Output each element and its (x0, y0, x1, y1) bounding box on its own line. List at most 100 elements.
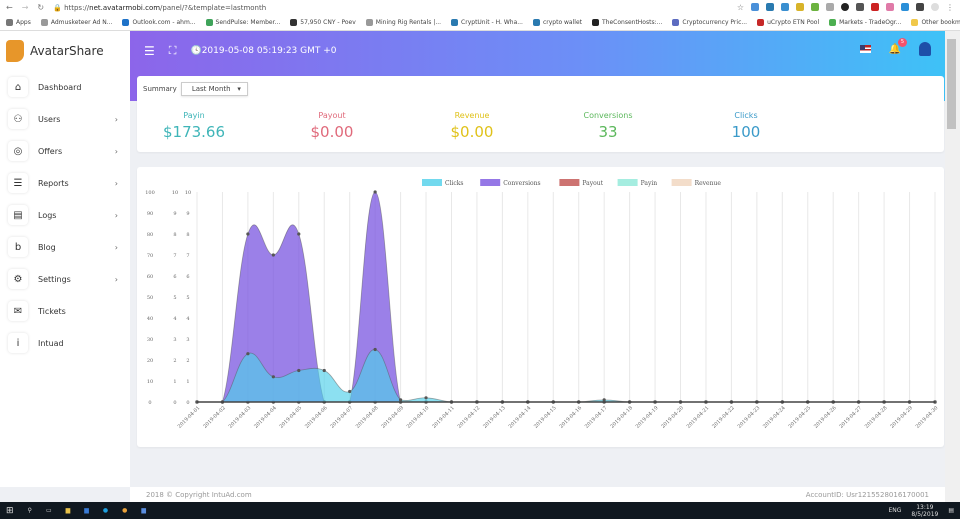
y-tick-label: 90 (147, 211, 153, 217)
legend-label[interactable]: Payout (582, 180, 603, 187)
bookmark-item[interactable]: uCrypto ETN Pool (757, 19, 819, 26)
y-tick-label: 70 (147, 253, 153, 259)
x-tick-label: 2019-04-05 (279, 405, 304, 430)
extension-icon[interactable] (826, 3, 834, 11)
legend-swatch[interactable] (617, 179, 638, 186)
bookmark-item[interactable]: Cryptocurrency Pric... (672, 19, 747, 26)
sidebar-item-offers[interactable]: ◎ Offers › (0, 135, 130, 167)
bookmark-item[interactable]: 57,950 CNY - Poev (290, 19, 356, 26)
x-tick-label: 2019-04-30 (915, 405, 940, 430)
bookmark-item[interactable]: Apps (6, 19, 31, 26)
hamburger-menu-icon[interactable]: ☰ (144, 44, 155, 58)
sidebar-item-users[interactable]: ⚇ Users › (0, 103, 130, 135)
bookmark-item[interactable]: Outlook.com - ahm... (122, 19, 196, 26)
extension-icon[interactable] (811, 3, 819, 11)
chevron-right-icon: › (114, 210, 118, 220)
bookmark-item[interactable]: SendPulse: Member... (205, 19, 280, 26)
extension-icon[interactable] (856, 3, 864, 11)
legend-label[interactable]: Conversions (503, 180, 540, 187)
fullscreen-icon[interactable]: ⛶ (168, 44, 177, 57)
user-avatar-icon[interactable] (919, 42, 931, 56)
sidebar-item-dashboard[interactable]: ⌂ Dashboard (0, 71, 130, 103)
footer: 2018 © Copyright IntuAd.com AccountID: U… (130, 487, 945, 502)
extension-icon[interactable] (886, 3, 894, 11)
sidebar-item-logs[interactable]: ▤ Logs › (0, 199, 130, 231)
sidebar-item-tickets[interactable]: ✉ Tickets (0, 295, 130, 327)
url-field[interactable]: 🔒 https://net.avatarmobi.com/panel/?&tem… (53, 3, 267, 12)
legend-swatch[interactable] (559, 179, 580, 186)
extension-icon[interactable] (916, 3, 924, 11)
notification-center-icon[interactable]: ▤ (948, 507, 954, 514)
x-tick-label: 2019-04-23 (737, 405, 762, 430)
reload-icon[interactable]: ↻ (37, 3, 45, 12)
stat-value: $0.00 (450, 123, 494, 141)
search-icon[interactable]: ⚲ (27, 507, 32, 514)
extension-icon[interactable] (901, 3, 909, 11)
dashboard-icon: ⌂ (8, 77, 28, 97)
stat-payin: Payin $173.66 (139, 111, 249, 141)
menu-kebab-icon[interactable]: ⋮ (946, 3, 954, 12)
task-view-icon[interactable]: ▭ (45, 507, 52, 514)
bookmark-item[interactable]: crypto wallet (532, 19, 582, 26)
extension-icon[interactable] (766, 3, 774, 11)
legend-swatch[interactable] (480, 179, 501, 186)
sidebar-item-blog[interactable]: b Blog › (0, 231, 130, 263)
stat-value: 33 (598, 123, 618, 141)
skype-icon[interactable]: ● (102, 507, 109, 514)
stat-revenue: Revenue $0.00 (417, 111, 527, 141)
clock[interactable]: 13:19 8/5/2019 (911, 504, 938, 518)
data-point (271, 375, 275, 379)
extension-icon[interactable] (871, 3, 879, 11)
back-icon[interactable]: ← (6, 3, 13, 12)
y-tick-label: 5 (173, 295, 176, 301)
stat-label: Payin (183, 111, 205, 120)
y-tick-label: 3 (186, 337, 189, 343)
chevron-right-icon: › (114, 242, 118, 252)
copyright-text: 2018 © Copyright IntuAd.com (146, 490, 252, 499)
y-tick-label: 9 (173, 211, 176, 217)
area-chart: 2019-04-01 2019-04-02 2019-04-03 2019-04-04… (145, 179, 940, 430)
y-tick-label: 100 (145, 190, 155, 196)
legend-label[interactable]: Clicks (445, 180, 464, 187)
file-explorer-icon[interactable]: ▆ (65, 507, 71, 514)
chrome-icon[interactable]: ● (122, 507, 128, 514)
y-tick-label: 7 (173, 253, 176, 259)
bookmark-item[interactable]: TheConsentHosts:... (592, 19, 662, 26)
profile-icon[interactable] (931, 3, 939, 11)
legend-swatch[interactable] (671, 179, 692, 186)
legend-label[interactable]: Revenue (695, 180, 722, 187)
language-indicator[interactable]: ENG (888, 507, 902, 514)
x-tick-label: 2019-04-11 (431, 405, 456, 430)
extension-icon[interactable] (796, 3, 804, 11)
app-icon[interactable]: ▆ (141, 507, 146, 514)
other-bookmarks[interactable]: Other bookmarks (911, 19, 960, 26)
period-select[interactable]: Last Month ▾ (180, 82, 248, 96)
windows-start-icon[interactable]: ⊞ (6, 505, 14, 516)
bookmark-item[interactable]: CryptUnit - H. Wha... (451, 19, 523, 26)
scrollbar-thumb[interactable] (947, 39, 956, 129)
extension-icon[interactable] (751, 3, 759, 11)
logo[interactable]: AvatarShare (0, 31, 130, 71)
extension-icon[interactable] (841, 3, 849, 11)
bookmark-item[interactable]: Admusketeer Ad N... (40, 19, 112, 26)
legend-swatch[interactable] (422, 179, 442, 186)
sidebar-item-reports[interactable]: ☰ Reports › (0, 167, 130, 199)
y-tick-label: 0 (186, 400, 189, 406)
y-tick-label: 30 (147, 337, 153, 343)
logo-icon (6, 40, 24, 62)
star-icon[interactable]: ☆ (736, 3, 744, 12)
bookmark-item[interactable]: Mining Rig Rentals |... (365, 19, 441, 26)
legend-label[interactable]: Payin (641, 180, 658, 187)
y-tick-label: 80 (147, 232, 153, 238)
sidebar-item-intuad[interactable]: i Intuad (0, 327, 130, 359)
app-icon[interactable]: ▆ (84, 507, 89, 514)
sidebar-item-label: Offers (38, 146, 63, 156)
us-flag-icon[interactable] (859, 45, 871, 53)
extension-icon[interactable] (781, 3, 789, 11)
bookmark-item[interactable]: Markets - TradeOgr... (829, 19, 901, 26)
summary-label: Summary (143, 85, 177, 93)
notifications-bell-icon[interactable]: 🔔 5 (889, 37, 907, 55)
forward-icon[interactable]: → (21, 3, 29, 12)
scrollbar[interactable] (945, 31, 960, 502)
sidebar-item-settings[interactable]: ⚙ Settings › (0, 263, 130, 295)
